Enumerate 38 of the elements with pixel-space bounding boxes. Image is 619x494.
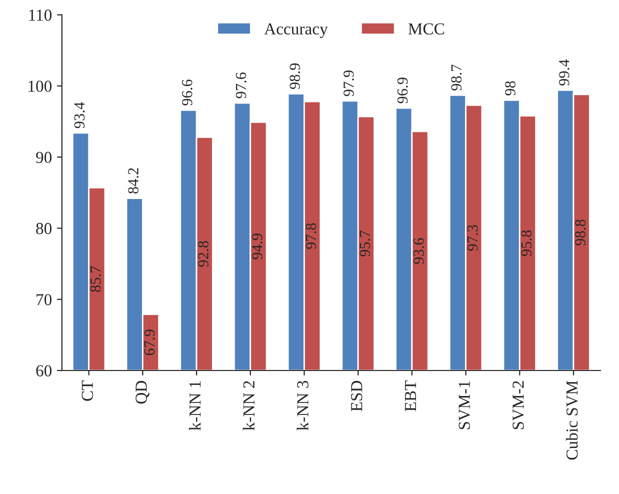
- x-tick-label: SVM-1: [458, 381, 470, 430]
- legend-label: Accuracy: [264, 23, 328, 38]
- data-label: 99.4: [558, 59, 570, 86]
- data-label: 98: [505, 81, 516, 96]
- x-tick-label: k-NN 3: [296, 380, 308, 430]
- x-tick-label: ESD: [351, 380, 362, 412]
- data-label: 84.2: [128, 168, 138, 194]
- y-tick-label: 70: [36, 294, 52, 306]
- y-tick-label: 100: [28, 80, 52, 92]
- data-label: 98.8: [575, 220, 586, 246]
- x-tick-label: EBT: [405, 380, 416, 412]
- data-label: 93.6: [414, 238, 424, 264]
- y-tick-label: 90: [36, 152, 52, 164]
- legend-label: MCC: [408, 23, 444, 35]
- data-label: 97.9: [344, 70, 354, 96]
- data-label: 92.8: [198, 241, 208, 267]
- x-tick-label: QD: [136, 380, 150, 404]
- data-label: 95.7: [360, 230, 370, 256]
- y-tick-label: 110: [29, 10, 52, 21]
- data-label: 98.9: [290, 63, 300, 90]
- y-tick-label: 80: [36, 222, 52, 234]
- x-tick-label: k-NN 1: [188, 381, 201, 430]
- x-tick-label: CT: [82, 380, 93, 401]
- data-label: 85.7: [90, 266, 101, 292]
- data-label: 97.8: [306, 223, 316, 249]
- x-tick-label: SVM-2: [512, 381, 524, 430]
- data-label: 94.9: [252, 234, 262, 260]
- data-label: 97.6: [236, 72, 246, 98]
- data-label: 97.3: [467, 225, 478, 251]
- data-label: 96.9: [397, 78, 408, 104]
- x-tick-label: k-NN 2: [242, 381, 254, 430]
- y-tick-label: 60: [36, 365, 52, 376]
- data-label: 98.7: [451, 64, 462, 90]
- data-label: 95.8: [521, 230, 532, 256]
- data-label: 93.4: [74, 102, 85, 128]
- data-label: 67.9: [144, 330, 155, 356]
- x-tick-label: Cubic SVM: [566, 380, 578, 460]
- data-label: 96.6: [182, 80, 192, 106]
